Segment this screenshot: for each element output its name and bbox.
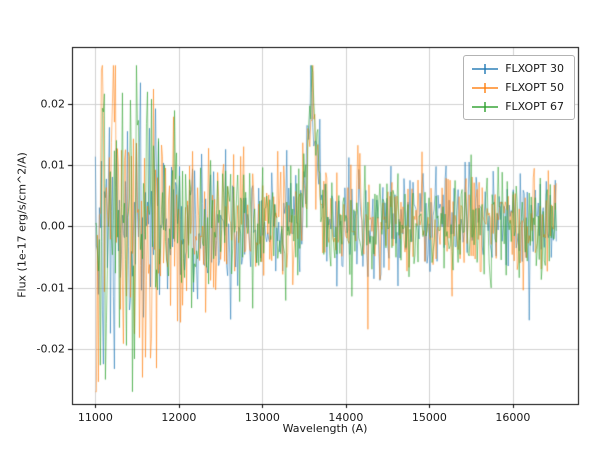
y-tick-label: -0.02 — [36, 342, 65, 356]
legend-entry: FLXOPT 67 — [472, 99, 564, 114]
legend-line-sample — [472, 82, 499, 94]
legend-entry: FLXOPT 50 — [472, 80, 564, 95]
x-axis-label: Wavelength (A) — [282, 422, 368, 435]
y-tick-label: 0.00 — [40, 219, 66, 233]
x-tick-label: 13000 — [244, 411, 280, 424]
x-tick-label: 11000 — [77, 411, 113, 424]
legend: FLXOPT 30 FLXOPT 50 FLXOPT 67 — [463, 55, 575, 120]
legend-entry: FLXOPT 30 — [472, 61, 564, 76]
legend-entry-label: FLXOPT 30 — [505, 62, 564, 75]
y-tick-label: 0.02 — [40, 97, 66, 111]
legend-entry-label: FLXOPT 67 — [505, 100, 564, 113]
x-tick-label: 14000 — [328, 411, 364, 424]
legend-line-sample — [472, 63, 499, 75]
y-tick-label: 0.01 — [40, 158, 66, 172]
legend-line-sample — [472, 101, 499, 113]
x-tick-label: 12000 — [161, 411, 197, 424]
x-tick-label: 15000 — [411, 411, 447, 424]
y-tick-label: -0.01 — [36, 281, 65, 295]
x-tick-label: 16000 — [495, 411, 531, 424]
legend-entry-label: FLXOPT 50 — [505, 81, 564, 94]
